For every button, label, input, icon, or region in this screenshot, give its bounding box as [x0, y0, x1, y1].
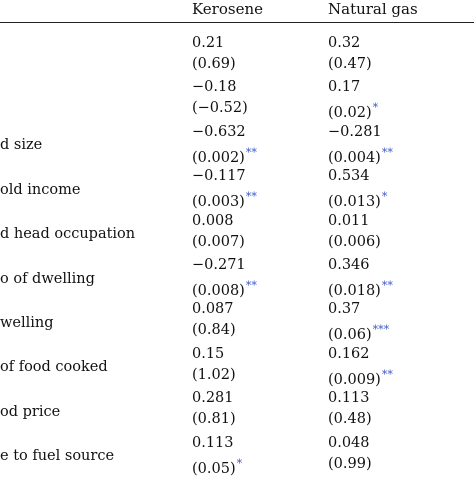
- kerosene-coefficient: −0.271: [192, 257, 246, 273]
- kerosene-pvalue: (−0.52): [192, 99, 248, 117]
- pvalue-text: (0.008): [192, 283, 245, 299]
- significance-stars: **: [381, 145, 393, 159]
- kerosene-pvalue: (0.003)**: [192, 188, 257, 211]
- pvalue-text: (0.003): [192, 194, 245, 211]
- natural_gas-coefficient: 0.162: [328, 345, 370, 362]
- significance-stars: *: [381, 190, 388, 204]
- row-label: d size: [0, 137, 43, 154]
- natural_gas-coefficient: 0.534: [328, 168, 370, 185]
- kerosene-pvalue: (0.007): [192, 233, 245, 251]
- kerosene-coefficient: 0.21: [192, 35, 225, 51]
- pvalue-text: (1.02): [192, 366, 236, 383]
- kerosene-coefficient: 0.113: [192, 434, 234, 451]
- significance-stars: **: [245, 279, 257, 292]
- pvalue-text: (0.007): [192, 233, 245, 250]
- pvalue-text: (−0.52): [192, 100, 248, 117]
- pvalue-text: (0.006): [328, 233, 381, 250]
- kerosene-coefficient: 0.008: [192, 212, 234, 229]
- natural_gas-pvalue: (0.018)**: [328, 277, 393, 300]
- kerosene-pvalue: (0.81): [192, 410, 236, 428]
- natural_gas-coefficient: 0.17: [328, 79, 361, 96]
- kerosene-pvalue: (0.05)*: [192, 455, 242, 478]
- significance-stars: **: [245, 145, 257, 159]
- significance-stars: **: [245, 190, 257, 204]
- pvalue-text: (0.002): [192, 149, 245, 166]
- kerosene-pvalue: (1.02): [192, 366, 236, 384]
- natural_gas-pvalue: (0.004)**: [328, 144, 393, 167]
- column-header-kerosene: Kerosene: [192, 0, 263, 18]
- natural_gas-coefficient: 0.37: [328, 301, 361, 318]
- significance-stars: *: [372, 101, 379, 115]
- header-rule: [0, 22, 474, 23]
- natural_gas-pvalue: (0.02)*: [328, 99, 378, 122]
- kerosene-coefficient: −0.632: [192, 123, 246, 140]
- natural_gas-pvalue: (0.99): [328, 455, 372, 473]
- pvalue-text: (0.004): [328, 149, 381, 166]
- kerosene-coefficient: −0.18: [192, 79, 237, 96]
- natural_gas-coefficient: −0.281: [328, 123, 382, 140]
- significance-stars: **: [381, 367, 393, 381]
- pvalue-text: (0.69): [192, 56, 236, 72]
- kerosene-pvalue: (0.002)**: [192, 144, 257, 167]
- pvalue-text: (0.018): [328, 283, 381, 299]
- pvalue-text: (0.06): [328, 327, 372, 344]
- kerosene-pvalue: (0.84): [192, 321, 236, 339]
- natural_gas-pvalue: (0.47): [328, 55, 372, 73]
- kerosene-pvalue: (0.69): [192, 55, 236, 73]
- significance-stars: **: [381, 279, 393, 292]
- pvalue-text: (0.009): [328, 371, 381, 388]
- kerosene-coefficient: 0.281: [192, 390, 234, 407]
- row-label: of food cooked: [0, 359, 108, 376]
- column-header-natural-gas: Natural gas: [328, 0, 418, 18]
- kerosene-pvalue: (0.008)**: [192, 277, 257, 300]
- natural_gas-coefficient: 0.346: [328, 257, 370, 273]
- pvalue-text: (0.013): [328, 194, 381, 211]
- pvalue-text: (0.02): [328, 105, 372, 122]
- kerosene-coefficient: −0.117: [192, 168, 246, 185]
- row-label: d head occupation: [0, 226, 136, 243]
- pvalue-text: (0.84): [192, 322, 236, 339]
- row-label: welling: [0, 314, 54, 331]
- significance-stars: *: [236, 456, 243, 470]
- row-label: o of dwelling: [0, 270, 95, 287]
- pvalue-text: (0.81): [192, 411, 236, 428]
- row-label: e to fuel source: [0, 448, 115, 465]
- natural_gas-pvalue: (0.06)***: [328, 321, 389, 344]
- pvalue-text: (0.99): [328, 455, 372, 472]
- kerosene-coefficient: 0.15: [192, 345, 225, 362]
- natural_gas-coefficient: 0.011: [328, 212, 370, 229]
- significance-stars: ***: [372, 323, 390, 337]
- natural_gas-pvalue: (0.013)*: [328, 188, 387, 211]
- natural_gas-pvalue: (0.006): [328, 233, 381, 251]
- row-label: od price: [0, 403, 61, 420]
- natural_gas-coefficient: 0.113: [328, 390, 370, 407]
- pvalue-text: (0.05): [192, 460, 236, 477]
- natural_gas-coefficient: 0.32: [328, 35, 361, 51]
- natural_gas-coefficient: 0.048: [328, 434, 370, 451]
- pvalue-text: (0.47): [328, 56, 372, 72]
- kerosene-coefficient: 0.087: [192, 301, 234, 318]
- row-label: old income: [0, 181, 81, 198]
- natural_gas-pvalue: (0.009)**: [328, 366, 393, 389]
- natural_gas-pvalue: (0.48): [328, 410, 372, 428]
- pvalue-text: (0.48): [328, 411, 372, 428]
